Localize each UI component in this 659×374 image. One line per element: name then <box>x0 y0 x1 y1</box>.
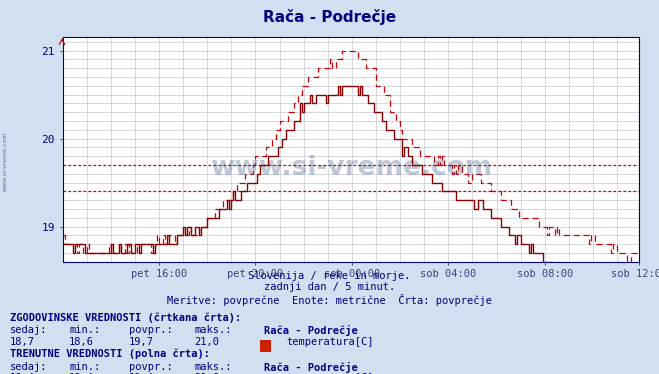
Text: Rača - Podrečje: Rača - Podrečje <box>263 9 396 25</box>
Text: 19,7: 19,7 <box>129 337 154 347</box>
Text: temperatura[C]: temperatura[C] <box>287 337 374 347</box>
Text: Slovenija / reke in morje.: Slovenija / reke in morje. <box>248 271 411 281</box>
Text: sedaj:: sedaj: <box>10 362 47 372</box>
Text: 21,0: 21,0 <box>194 337 219 347</box>
Text: maks.:: maks.: <box>194 325 232 335</box>
Text: 18,7: 18,7 <box>10 337 35 347</box>
Text: Rača - Podrečje: Rača - Podrečje <box>264 325 357 336</box>
Text: TRENUTNE VREDNOSTI (polna črta):: TRENUTNE VREDNOSTI (polna črta): <box>10 349 210 359</box>
Text: 19,4: 19,4 <box>129 373 154 374</box>
Text: povpr.:: povpr.: <box>129 362 172 372</box>
Text: zadnji dan / 5 minut.: zadnji dan / 5 minut. <box>264 282 395 292</box>
Text: 18,6: 18,6 <box>69 337 94 347</box>
Text: www.si-vreme.com: www.si-vreme.com <box>3 131 8 191</box>
Text: 18,4: 18,4 <box>10 373 35 374</box>
Text: povpr.:: povpr.: <box>129 325 172 335</box>
Text: 20,6: 20,6 <box>194 373 219 374</box>
Text: temperatura[C]: temperatura[C] <box>287 373 374 374</box>
Text: 18,4: 18,4 <box>69 373 94 374</box>
Text: ZGODOVINSKE VREDNOSTI (črtkana črta):: ZGODOVINSKE VREDNOSTI (črtkana črta): <box>10 312 241 323</box>
Text: www.si-vreme.com: www.si-vreme.com <box>210 154 492 181</box>
Text: Rača - Podrečje: Rača - Podrečje <box>264 362 357 373</box>
Text: min.:: min.: <box>69 325 100 335</box>
Text: min.:: min.: <box>69 362 100 372</box>
Text: maks.:: maks.: <box>194 362 232 372</box>
Text: Meritve: povprečne  Enote: metrične  Črta: povprečje: Meritve: povprečne Enote: metrične Črta:… <box>167 294 492 306</box>
Text: sedaj:: sedaj: <box>10 325 47 335</box>
